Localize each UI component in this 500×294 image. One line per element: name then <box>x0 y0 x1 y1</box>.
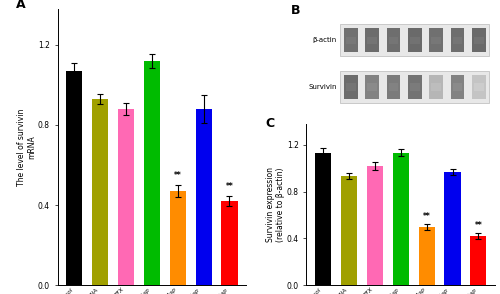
Bar <box>118 109 134 285</box>
Bar <box>472 75 486 99</box>
Bar <box>450 75 464 99</box>
Bar <box>430 75 443 99</box>
Y-axis label: Survivin expression
(relative to β-actin): Survivin expression (relative to β-actin… <box>266 167 285 242</box>
Text: **: ** <box>474 221 482 230</box>
Bar <box>408 75 422 99</box>
Bar <box>341 176 357 285</box>
Bar <box>410 83 420 91</box>
Bar <box>340 24 490 56</box>
Bar <box>418 227 434 285</box>
Bar <box>196 109 212 285</box>
Text: **: ** <box>422 212 430 221</box>
Bar <box>452 83 462 91</box>
Bar <box>410 36 420 44</box>
Bar <box>144 61 160 285</box>
Bar <box>366 75 379 99</box>
Bar <box>344 75 358 99</box>
Bar <box>430 28 443 52</box>
Bar <box>452 36 462 44</box>
Bar <box>450 28 464 52</box>
Bar <box>368 83 377 91</box>
Bar <box>340 71 490 103</box>
Bar <box>346 83 356 91</box>
Bar <box>366 28 379 52</box>
Bar <box>470 236 486 285</box>
Bar <box>444 172 460 285</box>
Text: **: ** <box>174 171 182 180</box>
Bar <box>315 153 331 285</box>
Bar <box>346 36 356 44</box>
Text: **: ** <box>226 182 234 191</box>
Bar <box>170 191 186 285</box>
Bar <box>389 83 398 91</box>
Bar <box>222 201 238 285</box>
Bar <box>368 36 377 44</box>
Text: C: C <box>265 117 274 130</box>
Bar <box>474 36 484 44</box>
Text: A: A <box>16 0 26 11</box>
Bar <box>432 36 441 44</box>
Bar <box>386 28 400 52</box>
Bar <box>472 28 486 52</box>
Bar <box>389 36 398 44</box>
Bar <box>386 75 400 99</box>
Bar <box>367 166 383 285</box>
Text: β-actin: β-actin <box>312 37 336 43</box>
Y-axis label: The level of survivin
mRNA: The level of survivin mRNA <box>17 108 36 186</box>
Bar <box>344 28 358 52</box>
Text: Survivin: Survivin <box>308 84 336 90</box>
Text: B: B <box>292 4 301 16</box>
Bar <box>432 83 441 91</box>
Bar <box>92 99 108 285</box>
Bar <box>66 71 82 285</box>
Bar <box>408 28 422 52</box>
Bar <box>392 153 408 285</box>
Bar <box>474 83 484 91</box>
